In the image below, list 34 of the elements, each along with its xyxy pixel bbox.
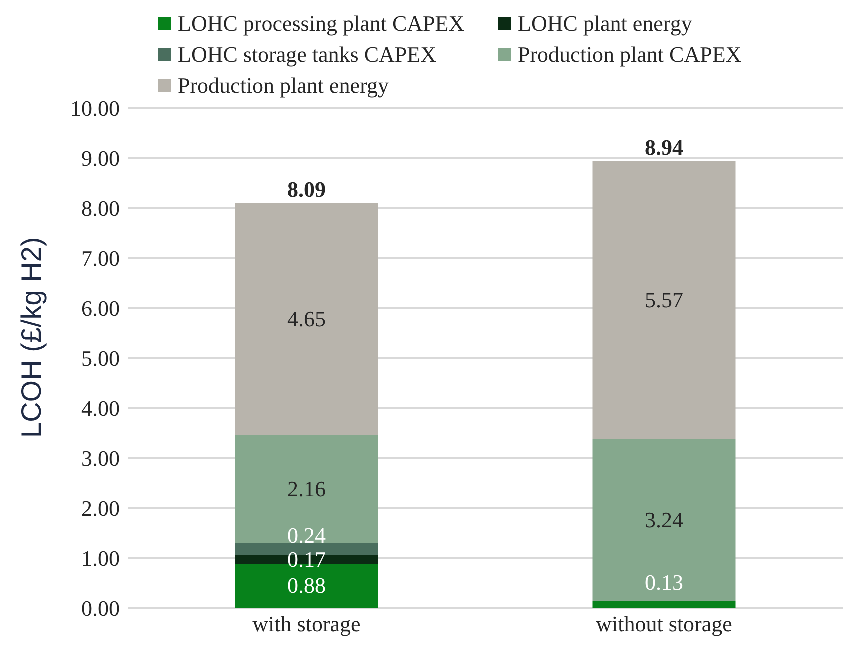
data-label: 4.65: [288, 306, 326, 332]
legend-label: LOHC processing plant CAPEX: [178, 10, 465, 36]
legend-label: LOHC storage tanks CAPEX: [178, 42, 436, 68]
y-tick-label: 8.00: [82, 196, 120, 221]
data-label: 2.16: [288, 476, 326, 502]
bar: [592, 602, 736, 608]
total-label: 8.94: [645, 135, 684, 160]
y-tick-label: 0.00: [82, 596, 120, 621]
x-tick-label: without storage: [596, 612, 732, 637]
data-label: 5.57: [645, 287, 684, 312]
bar: [592, 161, 736, 440]
legend-label: Production plant energy: [178, 72, 389, 98]
bar: [235, 203, 378, 436]
data-label: 3.24: [645, 508, 684, 532]
total-label: 8.09: [288, 177, 326, 202]
y-tick-label: 6.00: [82, 296, 120, 321]
data-label: 0.13: [645, 570, 684, 595]
y-tick-label: 5.00: [82, 346, 120, 371]
y-axis-title: LCOH (£/kg H2): [16, 237, 47, 438]
y-tick-label: 7.00: [82, 246, 120, 271]
data-label: 0.88: [288, 573, 326, 598]
y-tick-label: 2.00: [82, 496, 120, 521]
y-tick-label: 10.00: [70, 96, 120, 121]
legend-label: LOHC plant energy: [518, 10, 692, 36]
y-tick-label: 3.00: [82, 446, 120, 471]
data-label: 0.17: [288, 546, 326, 572]
y-tick-label: 9.00: [82, 146, 120, 171]
y-tick-label: 4.00: [82, 396, 120, 421]
bar: [592, 440, 736, 602]
legend-label: Production plant CAPEX: [518, 42, 742, 68]
y-tick-label: 1.00: [82, 546, 120, 571]
bar: [235, 436, 378, 544]
x-tick-label: with storage: [252, 612, 361, 637]
data-label: 0.24: [288, 522, 326, 548]
